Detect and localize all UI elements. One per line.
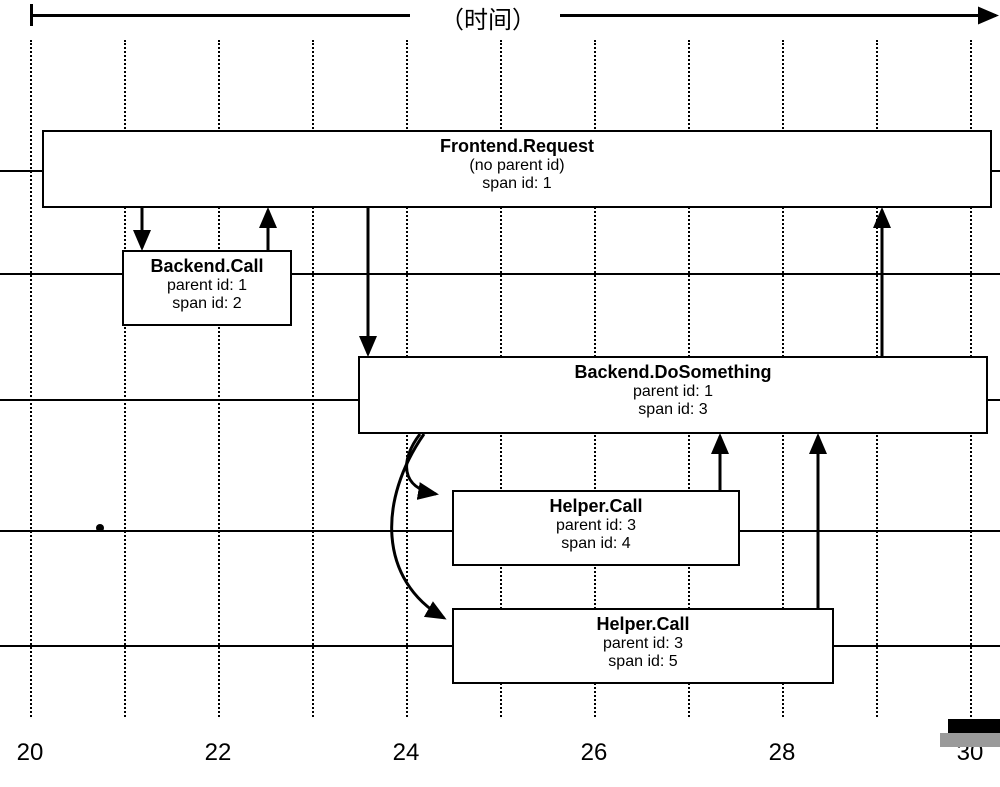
trace-timeline-diagram: （时间） Frontend.Request (no parent id) spa…	[0, 0, 1000, 787]
span-id: span id: 3	[366, 401, 980, 419]
tick-label: 26	[581, 739, 608, 767]
span-title: Helper.Call	[460, 614, 826, 635]
span-title: Backend.DoSomething	[366, 362, 980, 383]
tick-label: 24	[393, 739, 420, 767]
span-title: Helper.Call	[460, 496, 732, 517]
scan-artifact	[940, 719, 1000, 747]
span-id: span id: 5	[460, 653, 826, 671]
span-parent: parent id: 1	[366, 383, 980, 401]
span-backend-dosomething: Backend.DoSomething parent id: 1 span id…	[358, 356, 988, 434]
tick-label: 22	[205, 739, 232, 767]
stray-dot	[96, 524, 104, 532]
span-id: span id: 4	[460, 535, 732, 553]
span-parent: (no parent id)	[50, 157, 984, 175]
span-helper-call-5: Helper.Call parent id: 3 span id: 5	[452, 608, 834, 684]
span-title: Frontend.Request	[50, 136, 984, 157]
time-axis-label: （时间）	[440, 0, 536, 35]
span-parent: parent id: 3	[460, 635, 826, 653]
span-title: Backend.Call	[130, 256, 284, 277]
span-helper-call-4: Helper.Call parent id: 3 span id: 4	[452, 490, 740, 566]
time-arrow-right	[560, 14, 984, 17]
span-frontend-request: Frontend.Request (no parent id) span id:…	[42, 130, 992, 208]
span-parent: parent id: 3	[460, 517, 732, 535]
grid-line	[30, 40, 32, 717]
span-id: span id: 1	[50, 175, 984, 193]
tick-label: 28	[769, 739, 796, 767]
span-backend-call: Backend.Call parent id: 1 span id: 2	[122, 250, 292, 326]
span-parent: parent id: 1	[130, 277, 284, 295]
span-id: span id: 2	[130, 295, 284, 313]
time-arrow-left	[30, 14, 410, 17]
tick-label: 20	[17, 739, 44, 767]
